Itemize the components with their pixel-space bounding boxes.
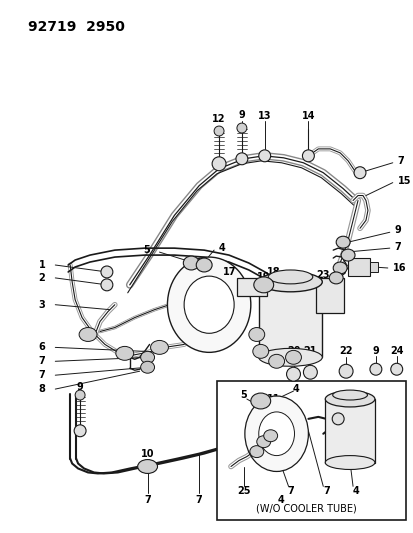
Ellipse shape <box>248 328 264 342</box>
Text: 9: 9 <box>394 225 401 235</box>
Text: 9: 9 <box>372 346 378 357</box>
Ellipse shape <box>253 277 273 293</box>
Ellipse shape <box>256 436 270 448</box>
Text: 2: 2 <box>38 273 45 283</box>
Text: 18: 18 <box>266 267 280 277</box>
Ellipse shape <box>258 412 294 456</box>
Ellipse shape <box>335 236 349 248</box>
Circle shape <box>286 367 300 381</box>
Bar <box>325 399 374 463</box>
Text: 12: 12 <box>212 114 225 124</box>
Ellipse shape <box>252 344 268 358</box>
Ellipse shape <box>79 328 97 342</box>
Text: 7: 7 <box>287 486 293 496</box>
Ellipse shape <box>249 446 263 457</box>
Text: 9: 9 <box>238 110 244 120</box>
Text: 7: 7 <box>144 495 151 505</box>
Text: 7: 7 <box>397 156 404 166</box>
Text: 16: 16 <box>392 263 405 273</box>
Text: 13: 13 <box>257 111 271 121</box>
Circle shape <box>353 167 365 179</box>
Ellipse shape <box>325 456 374 470</box>
Circle shape <box>302 150 313 162</box>
Ellipse shape <box>268 354 284 368</box>
Ellipse shape <box>184 276 234 333</box>
Ellipse shape <box>285 350 301 364</box>
Ellipse shape <box>258 272 321 292</box>
Text: 92719  2950: 92719 2950 <box>28 20 125 34</box>
Text: 9: 9 <box>76 382 83 392</box>
Circle shape <box>214 126 223 136</box>
Circle shape <box>303 365 316 379</box>
Ellipse shape <box>140 361 154 373</box>
Ellipse shape <box>167 257 250 352</box>
Circle shape <box>75 390 85 400</box>
Text: 7: 7 <box>38 370 45 380</box>
Text: (W/O COOLER TUBE): (W/O COOLER TUBE) <box>255 503 356 513</box>
Text: 1: 1 <box>38 260 45 270</box>
Circle shape <box>369 364 381 375</box>
Text: 10: 10 <box>140 449 154 458</box>
Ellipse shape <box>268 270 312 284</box>
Ellipse shape <box>263 430 277 442</box>
Text: 4: 4 <box>218 243 225 253</box>
Text: 23: 23 <box>316 270 329 280</box>
Text: 6: 6 <box>38 342 45 352</box>
Text: 22: 22 <box>339 346 352 357</box>
Bar <box>236 278 266 296</box>
Text: 8: 8 <box>38 384 45 394</box>
Text: 14: 14 <box>301 111 314 121</box>
Text: 4: 4 <box>277 495 283 505</box>
Text: 5: 5 <box>142 245 149 255</box>
Circle shape <box>101 266 113 278</box>
Text: 25: 25 <box>237 486 250 496</box>
Text: 21: 21 <box>303 346 316 357</box>
Ellipse shape <box>258 349 321 366</box>
Bar <box>369 262 377 272</box>
Text: 7: 7 <box>322 486 329 496</box>
Bar <box>347 258 369 276</box>
Ellipse shape <box>150 341 168 354</box>
Ellipse shape <box>325 391 374 407</box>
Text: 19: 19 <box>256 272 270 282</box>
Ellipse shape <box>250 393 270 409</box>
Circle shape <box>101 279 113 291</box>
Ellipse shape <box>196 258 211 272</box>
Ellipse shape <box>332 262 346 274</box>
Text: 15: 15 <box>397 176 410 185</box>
Circle shape <box>74 425 86 437</box>
Circle shape <box>338 364 352 378</box>
Text: 17: 17 <box>223 267 236 277</box>
Text: 20: 20 <box>286 346 299 357</box>
Ellipse shape <box>328 272 342 284</box>
Text: 7: 7 <box>394 242 401 252</box>
Text: 7: 7 <box>38 356 45 366</box>
Bar <box>216 381 405 520</box>
Ellipse shape <box>332 390 367 400</box>
Text: 20: 20 <box>331 402 344 412</box>
Ellipse shape <box>116 346 133 360</box>
Text: 24: 24 <box>389 346 403 357</box>
Text: 11: 11 <box>266 394 280 404</box>
Bar <box>258 282 321 357</box>
Bar <box>316 278 343 313</box>
Circle shape <box>390 364 402 375</box>
Text: 4: 4 <box>352 486 358 496</box>
Circle shape <box>235 153 247 165</box>
Text: 7: 7 <box>195 495 202 505</box>
Ellipse shape <box>244 396 308 472</box>
Circle shape <box>331 413 343 425</box>
Ellipse shape <box>140 351 154 364</box>
Circle shape <box>211 157 225 171</box>
Ellipse shape <box>183 256 199 270</box>
Circle shape <box>236 123 246 133</box>
Ellipse shape <box>138 459 157 473</box>
Text: 5: 5 <box>240 390 247 400</box>
Text: 3: 3 <box>38 300 45 310</box>
Ellipse shape <box>340 249 354 261</box>
Text: 4: 4 <box>292 384 299 394</box>
Circle shape <box>258 150 270 162</box>
